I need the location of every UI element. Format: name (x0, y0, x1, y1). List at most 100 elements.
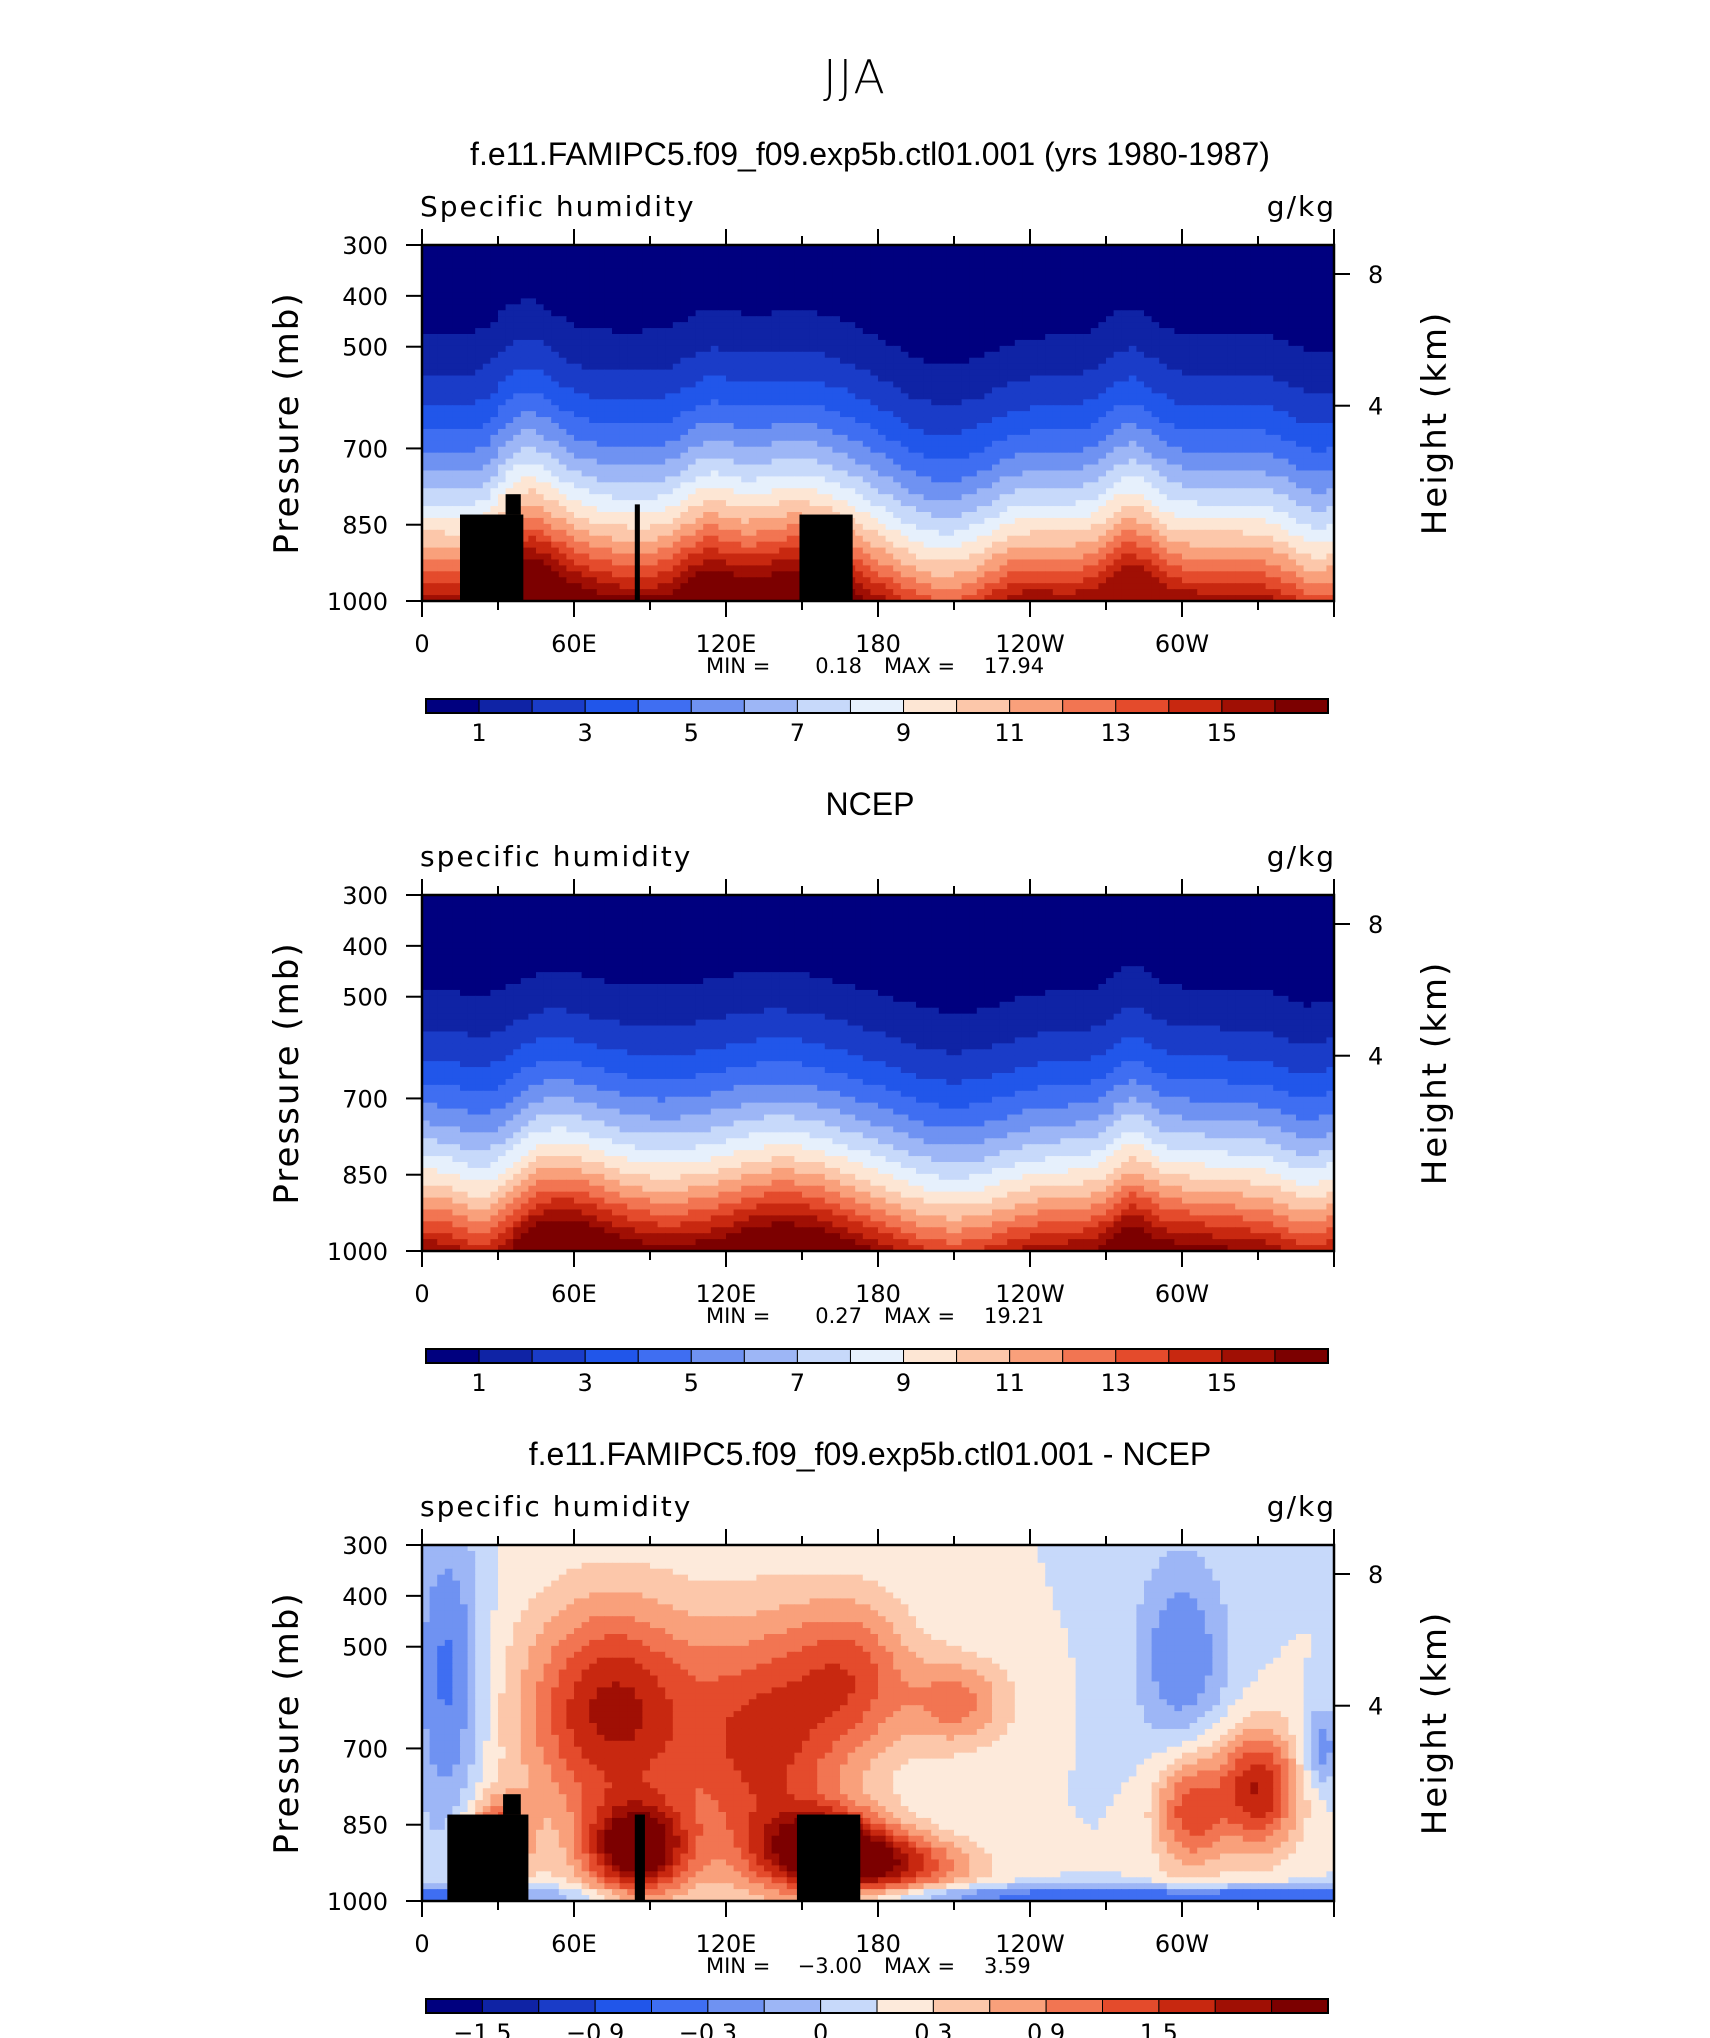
field-cell (1144, 464, 1153, 472)
field-cell (665, 256, 674, 264)
field-cell (1030, 274, 1039, 282)
field-cell (771, 339, 780, 347)
field-cell (1326, 423, 1335, 430)
field-cell (612, 250, 621, 258)
field-cell (1204, 250, 1213, 258)
field-cell (703, 446, 712, 454)
field-cell (946, 363, 955, 371)
field-cell (878, 440, 887, 448)
field-cell (976, 328, 985, 335)
field-cell (1136, 310, 1145, 317)
field-cell (627, 286, 636, 294)
field-cell (1106, 268, 1115, 276)
field-cell (1220, 399, 1229, 406)
field-cell (726, 334, 735, 341)
field-cell (1022, 280, 1031, 288)
field-cell (1258, 345, 1267, 353)
field-cell (482, 387, 491, 394)
field-cell (1197, 280, 1206, 288)
field-cell (916, 488, 925, 495)
field-cell (1007, 304, 1016, 311)
field-cell (460, 470, 469, 477)
field-cell (741, 286, 750, 294)
field-cell (1113, 375, 1122, 383)
field-cell (490, 280, 499, 288)
field-cell (452, 405, 461, 412)
field-cell (574, 268, 583, 276)
field-cell (1106, 334, 1115, 341)
field-cell (627, 482, 636, 489)
field-cell (984, 446, 993, 454)
field-cell (756, 286, 765, 294)
field-cell (923, 256, 932, 264)
field-cell (893, 423, 902, 430)
field-cell (1090, 286, 1099, 294)
field-cell (961, 268, 970, 276)
field-cell (969, 434, 978, 442)
field-cell (1113, 274, 1122, 282)
field-cell (657, 280, 666, 288)
field-cell (726, 452, 735, 460)
field-cell (1273, 298, 1282, 305)
field-cell (558, 399, 567, 406)
field-cell (581, 405, 590, 412)
field-cell (1045, 423, 1054, 430)
field-cell (589, 262, 598, 270)
field-cell (1311, 387, 1320, 394)
field-cell (771, 268, 780, 276)
field-cell (1030, 280, 1039, 288)
field-cell (984, 274, 993, 282)
field-cell (566, 423, 575, 430)
field-cell (581, 345, 590, 353)
field-cell (992, 381, 1001, 388)
field-cell (1090, 411, 1099, 418)
field-cell (650, 328, 659, 335)
field-cell (490, 434, 499, 442)
field-cell (1113, 381, 1122, 388)
field-cell (520, 446, 529, 454)
field-cell (1303, 369, 1312, 377)
field-cell (931, 351, 940, 359)
field-cell (467, 363, 476, 371)
field-cell (1136, 387, 1145, 394)
field-cell (1068, 411, 1077, 418)
field-cell (467, 286, 476, 294)
field-cell (946, 345, 955, 353)
field-cell (475, 322, 484, 329)
field-cell (1166, 458, 1175, 466)
field-cell (840, 262, 849, 270)
field-cell (794, 476, 803, 483)
field-cell (596, 334, 605, 341)
field-cell (847, 351, 856, 359)
field-cell (748, 334, 757, 341)
field-cell (1197, 298, 1206, 305)
field-cell (832, 476, 841, 483)
field-cell (1273, 316, 1282, 323)
field-cell (976, 357, 985, 365)
field-cell (1128, 256, 1137, 264)
field-cell (566, 310, 575, 317)
field-cell (969, 268, 978, 276)
field-cell (558, 328, 567, 335)
field-cell (992, 375, 1001, 383)
field-cell (627, 381, 636, 388)
field-cell (908, 310, 917, 317)
field-cell (1144, 375, 1153, 383)
field-cell (665, 316, 674, 323)
field-cell (1068, 458, 1077, 466)
field-cell (460, 339, 469, 347)
field-cell (1014, 375, 1023, 383)
field-cell (1151, 470, 1160, 477)
field-cell (1144, 423, 1153, 430)
field-cell (634, 274, 643, 282)
field-cell (1052, 274, 1061, 282)
field-cell (1189, 458, 1198, 466)
field-cell (695, 369, 704, 377)
field-cell (961, 440, 970, 448)
field-cell (756, 256, 765, 264)
field-cell (1090, 304, 1099, 311)
field-cell (596, 268, 605, 276)
field-cell (1265, 345, 1274, 353)
field-cell (543, 351, 552, 359)
field-cell (1250, 375, 1259, 383)
